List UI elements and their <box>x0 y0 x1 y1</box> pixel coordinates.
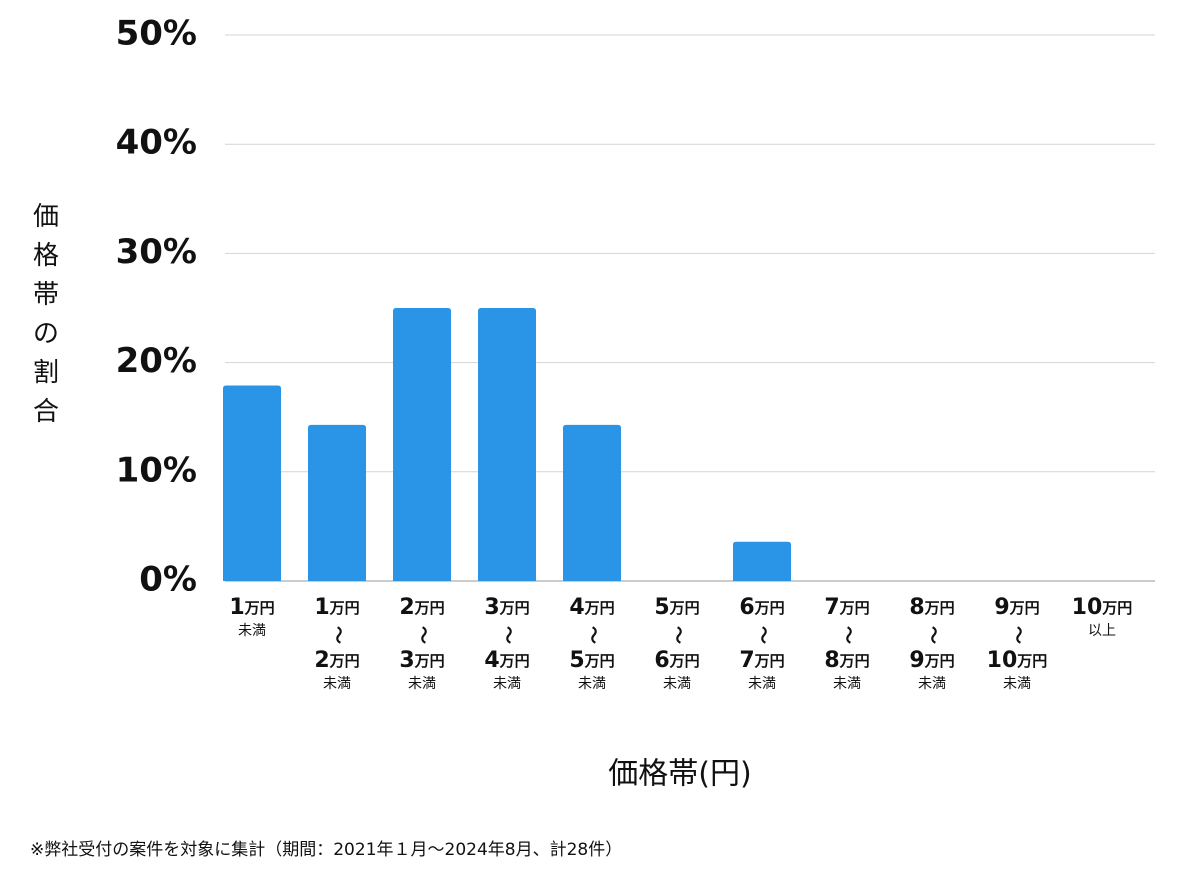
x-tick-label: 8万円 <box>909 595 954 620</box>
x-tick-label: 5万円 <box>569 648 614 673</box>
x-tick-label: 〜 <box>752 626 773 644</box>
x-tick-label: 未満 <box>833 676 861 692</box>
x-tick-label: 〜 <box>412 626 433 644</box>
x-tick-label: 3万円 <box>484 595 529 620</box>
bar <box>563 424 621 581</box>
y-tick-label: 20% <box>116 341 197 381</box>
footnote: ※弊社受付の案件を対象に集計（期間：2021年１月〜2024年8月、計28件） <box>30 840 622 860</box>
bar <box>733 541 791 581</box>
x-tick-label: 8万円 <box>824 648 869 673</box>
x-tick-label: 1万円 <box>229 595 274 620</box>
x-tick-label: 〜 <box>582 626 603 644</box>
y-tick-label: 50% <box>116 14 197 54</box>
x-tick-label: 以上 <box>1088 623 1116 639</box>
bar <box>223 385 281 581</box>
x-tick-label: 〜 <box>837 626 858 644</box>
x-tick-label: 2万円 <box>314 648 359 673</box>
y-tick-label: 0% <box>139 560 197 600</box>
x-tick-label: 未満 <box>663 676 691 692</box>
y-axis-label: 価格帯の割合 <box>33 202 59 427</box>
x-tick-label: 10万円 <box>1072 595 1133 620</box>
x-tick-label: 4万円 <box>569 595 614 620</box>
x-tick-label: 〜 <box>667 626 688 644</box>
bar <box>308 424 366 581</box>
x-tick-label: 7万円 <box>824 595 869 620</box>
x-tick-label: 未満 <box>408 676 436 692</box>
y-tick-label: 10% <box>116 450 197 490</box>
x-tick-label: 〜 <box>327 626 348 644</box>
x-tick-label: 10万円 <box>987 648 1048 673</box>
x-tick-label: 未満 <box>323 676 351 692</box>
y-tick-label: 40% <box>116 123 197 163</box>
x-tick-label: 9万円 <box>994 595 1039 620</box>
x-tick-label: 7万円 <box>739 648 784 673</box>
x-tick-label: 5万円 <box>654 595 699 620</box>
x-tick-label: 〜 <box>497 626 518 644</box>
x-tick-label: 未満 <box>748 676 776 692</box>
x-tick-label: 未満 <box>1003 676 1031 692</box>
x-tick-label: 9万円 <box>909 648 954 673</box>
x-tick-label: 2万円 <box>399 595 444 620</box>
x-axis-label: 価格帯(円) <box>608 757 751 792</box>
y-tick-label: 30% <box>116 232 197 272</box>
x-tick-label: 4万円 <box>484 648 529 673</box>
x-tick-label: 未満 <box>238 623 266 639</box>
bar <box>393 308 451 581</box>
x-tick-label: 未満 <box>578 676 606 692</box>
x-tick-label: 3万円 <box>399 648 444 673</box>
x-tick-label: 6万円 <box>739 595 784 620</box>
x-tick-label: 1万円 <box>314 595 359 620</box>
x-tick-label: 〜 <box>922 626 943 644</box>
x-tick-label: 〜 <box>1007 626 1028 644</box>
bar <box>478 308 536 581</box>
x-tick-label: 未満 <box>918 676 946 692</box>
x-tick-label: 未満 <box>493 676 521 692</box>
x-tick-label: 6万円 <box>654 648 699 673</box>
